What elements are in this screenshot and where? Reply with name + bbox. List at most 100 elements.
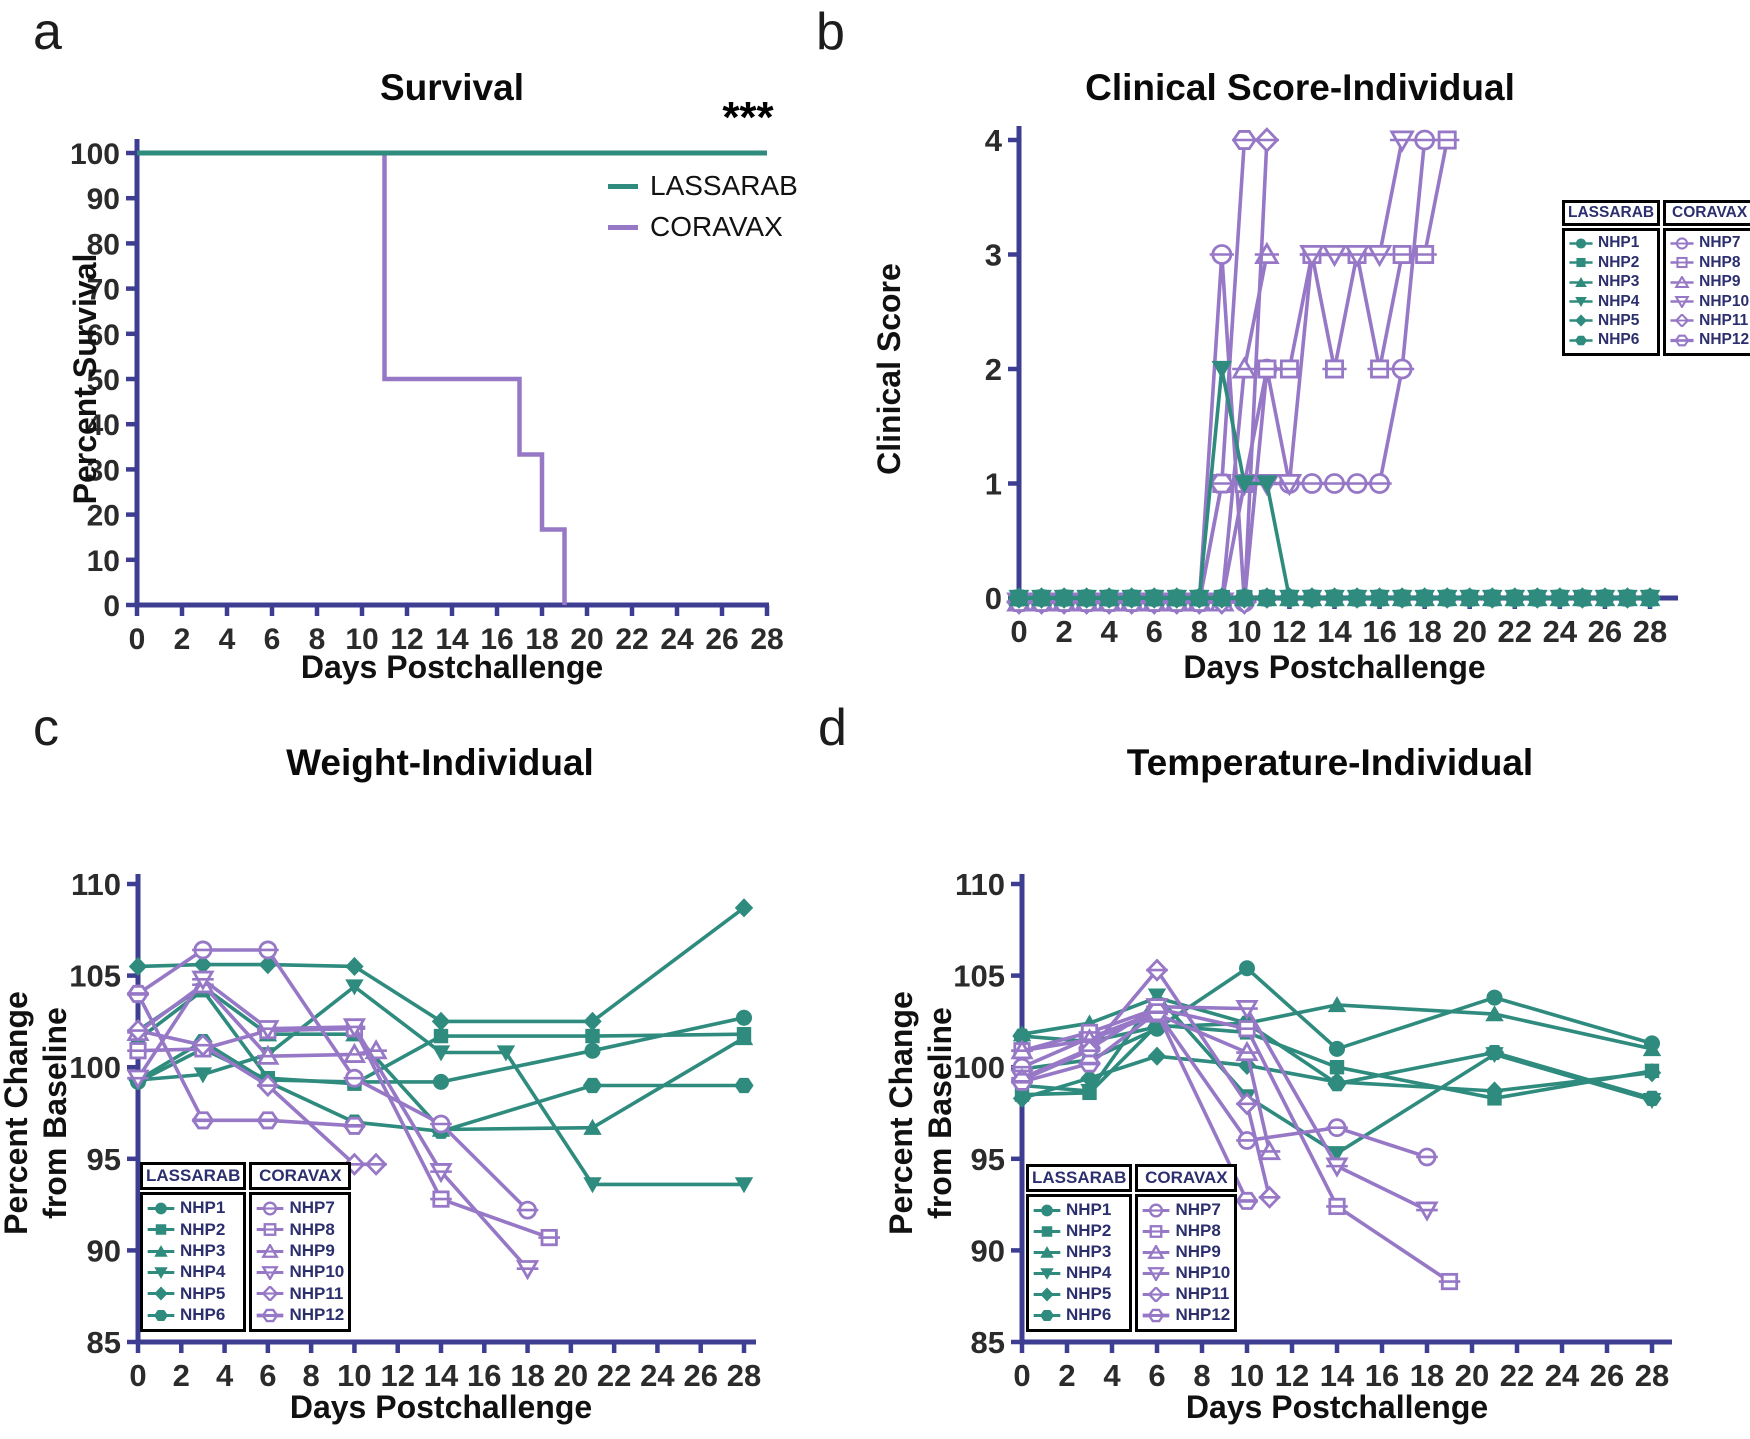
x-tick-label: 0	[1010, 614, 1027, 649]
hexagon-glyph-icon	[1670, 334, 1694, 347]
filled-square-marker	[1529, 589, 1546, 607]
filled-diamond-marker	[1040, 1287, 1054, 1302]
legend-item-label: NHP5	[1598, 311, 1640, 329]
legend-item-label: NHP10	[1175, 1263, 1231, 1283]
x-tick-label: 26	[1588, 614, 1622, 649]
legend-item-nhp1: NHP1	[1568, 234, 1653, 252]
x-tick-label: 18	[1407, 614, 1441, 649]
legend-item-label: NHP3	[1066, 1242, 1112, 1262]
filled-tridown-marker	[193, 1067, 213, 1084]
filled-square-marker	[1416, 589, 1433, 607]
legend-item-label: NHP2	[1598, 253, 1640, 271]
legend-items: NHP7 NHP8 NHP9 NHP10 NHP11 NHP12	[1135, 1193, 1238, 1332]
legend-item-nhp4: NHP4	[1568, 293, 1653, 311]
y-tick-label: 30	[87, 454, 120, 487]
x-tick-label: 4	[216, 1358, 234, 1393]
filled-triup-marker	[734, 1029, 754, 1046]
legend-column-coravax: CORAVAX NHP7 NHP8 NHP9 NHP10 NHP11 NHP12	[1663, 200, 1750, 356]
x-tick-label: 8	[303, 1358, 320, 1393]
square-glyph-icon	[1569, 258, 1593, 268]
x-tick-label: 24	[1543, 614, 1578, 649]
legend-item-label: NHP8	[1175, 1221, 1221, 1241]
legend-item-label: NHP3	[180, 1241, 226, 1261]
x-tick-label: 12	[380, 1358, 414, 1393]
filled-diamond-marker	[431, 1011, 451, 1031]
tridown-glyph-icon	[257, 1266, 284, 1280]
lassarab-label: LASSARAB	[650, 170, 798, 201]
filled-tridown-marker	[1040, 1268, 1054, 1280]
filled-tridown-marker	[1211, 360, 1233, 379]
x-tick-label: 22	[615, 623, 648, 656]
y-tick-label: 100	[69, 1050, 121, 1085]
legend-header: LASSARAB	[140, 1162, 247, 1190]
filled-square-marker	[1619, 589, 1636, 607]
series-line-NHP9	[1019, 254, 1269, 604]
filled-diamond-marker	[1012, 1088, 1032, 1108]
legend-item-label: NHP5	[180, 1283, 226, 1303]
x-tick-label: 14	[424, 1358, 459, 1393]
legend-column-lassarab: LASSARAB NHP1 NHP2 NHP3 NHP4 NHP5 NHP6	[140, 1162, 247, 1332]
filled-square-marker	[1484, 589, 1501, 607]
x-tick-label: 28	[727, 1358, 761, 1393]
filled-tridown-marker	[154, 1267, 168, 1279]
filled-tridown-marker	[1147, 988, 1167, 1005]
panel-title: Clinical Score-Individual	[1085, 67, 1515, 108]
x-tick-label: 24	[1545, 1358, 1580, 1393]
x-tick-label: 2	[174, 623, 191, 656]
diamond-glyph-icon	[1670, 314, 1694, 328]
legend-item-label: NHP1	[180, 1198, 226, 1218]
x-tick-label: 22	[597, 1358, 631, 1393]
filled-circle-marker	[1041, 1204, 1053, 1216]
legend-item-label: NHP6	[1066, 1305, 1112, 1325]
filled-diamond-marker	[583, 1011, 602, 1031]
filled-diamond-marker	[1147, 1046, 1167, 1066]
filled-hexagon-marker	[154, 1309, 168, 1321]
legend-item-label: NHP11	[1175, 1284, 1230, 1304]
y-tick-label: 90	[87, 183, 120, 216]
legend-item-nhp12: NHP12	[1141, 1305, 1230, 1325]
filled-circle-marker	[1329, 1040, 1345, 1057]
x-tick-label: 22	[1500, 1358, 1534, 1393]
y-tick-label: 80	[87, 228, 120, 261]
legend-item-nhp12: NHP12	[1669, 331, 1749, 349]
legend-item-nhp1: NHP1	[146, 1198, 239, 1218]
filled-square-marker	[1439, 589, 1456, 607]
legend-items: NHP1 NHP2 NHP3 NHP4 NHP5 NHP6	[1026, 1193, 1133, 1332]
x-tick-label: 0	[129, 623, 146, 656]
legend-item-label: NHP4	[1598, 292, 1640, 310]
square-glyph-icon	[1033, 1225, 1061, 1237]
filled-square-marker	[1281, 589, 1298, 607]
filled-circle-marker	[1575, 238, 1587, 249]
filled-square-marker	[1041, 1225, 1053, 1237]
coravax-label: CORAVAX	[650, 211, 783, 242]
x-tick-label: 18	[1410, 1358, 1444, 1393]
legend-item-label: NHP7	[1699, 234, 1741, 252]
triup-glyph-icon	[1670, 275, 1694, 288]
legend-item-nhp8: NHP8	[1669, 254, 1749, 272]
filled-square-marker	[1258, 589, 1275, 607]
filled-tridown-marker	[431, 1045, 451, 1062]
legend-item-label: NHP11	[1699, 311, 1749, 329]
filled-square-marker	[1461, 589, 1478, 607]
y-tick-label: 100	[70, 138, 120, 171]
y-tick-label: 10	[87, 545, 120, 578]
x-tick-label: 28	[1635, 1358, 1669, 1393]
series-line-NHP12	[1021, 1009, 1249, 1202]
filled-hexagon-marker	[1327, 1076, 1347, 1092]
diamond-glyph-icon	[1569, 314, 1593, 327]
legend-item-label: NHP7	[1175, 1200, 1221, 1220]
circle-glyph-icon	[257, 1201, 284, 1216]
legend-item-label: NHP2	[1066, 1221, 1112, 1241]
y-tick-label: 100	[953, 1050, 1005, 1085]
legend-item-nhp5: NHP5	[1568, 312, 1653, 330]
x-tick-label: 10	[1230, 1358, 1264, 1393]
x-tick-label: 14	[435, 623, 469, 656]
x-tick-label: 14	[1320, 1358, 1355, 1393]
y-axis-label: Percent Survival	[67, 254, 103, 505]
filled-diamond-marker	[1485, 1081, 1504, 1101]
legend-header: CORAVAX	[249, 1162, 352, 1190]
panel-a-legend: LASSARAB CORAVAX	[608, 170, 798, 243]
legend-item-label: NHP10	[289, 1262, 345, 1282]
y-tick-label: 1	[985, 467, 1002, 502]
filled-diamond-marker	[154, 1286, 168, 1301]
